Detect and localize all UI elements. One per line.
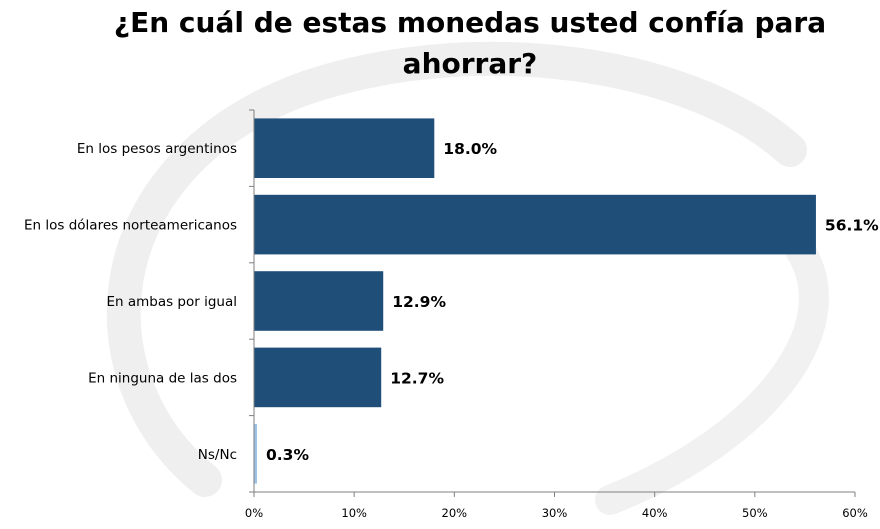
x-tick-label: 60% bbox=[842, 506, 868, 520]
data-label: 56.1% bbox=[825, 217, 879, 235]
x-tick-label: 30% bbox=[542, 506, 568, 520]
data-label: 18.0% bbox=[443, 140, 497, 158]
bar bbox=[254, 194, 816, 255]
x-tick-label: 50% bbox=[742, 506, 768, 520]
x-axis-ticks: 0% 10% 20% 30% 40% 50% 60% bbox=[245, 492, 868, 520]
x-tick-label: 10% bbox=[341, 506, 367, 520]
category-labels: En los pesos argentinos En los dólares no… bbox=[24, 141, 237, 463]
category-label: Ns/Nc bbox=[198, 447, 237, 463]
data-label: 12.9% bbox=[392, 293, 446, 311]
category-label: En los dólares norteamericanos bbox=[24, 218, 237, 234]
category-label: En los pesos argentinos bbox=[77, 141, 237, 157]
x-tick-label: 40% bbox=[642, 506, 668, 520]
data-label: 12.7% bbox=[390, 369, 444, 387]
category-label: En ambas por igual bbox=[106, 294, 237, 310]
bars-group bbox=[254, 118, 816, 484]
x-tick-label: 20% bbox=[442, 506, 468, 520]
bar bbox=[254, 424, 258, 484]
bar bbox=[254, 271, 384, 331]
x-tick-label: 0% bbox=[245, 506, 263, 520]
data-labels: 18.0% 56.1% 12.9% 12.7% 0.3% bbox=[266, 140, 879, 464]
category-label: En ninguna de las dos bbox=[88, 370, 237, 386]
bar bbox=[254, 118, 435, 178]
data-label: 0.3% bbox=[266, 446, 309, 464]
bar bbox=[254, 347, 382, 408]
chart-title: ¿En cuál de estas monedas usted confía p… bbox=[113, 6, 827, 80]
